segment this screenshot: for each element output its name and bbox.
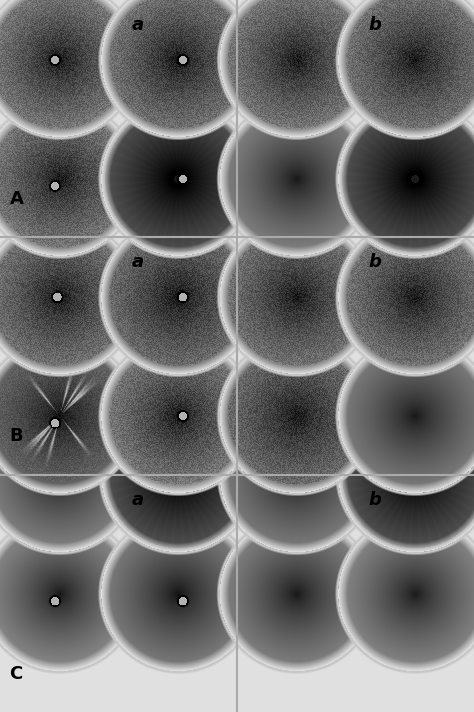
Text: C: C xyxy=(9,664,23,683)
Text: a: a xyxy=(131,16,144,34)
Text: a: a xyxy=(131,491,144,509)
Text: B: B xyxy=(9,427,23,446)
Text: b: b xyxy=(368,16,381,34)
Text: b: b xyxy=(368,491,381,509)
Text: a: a xyxy=(131,253,144,271)
Text: A: A xyxy=(9,190,23,209)
Text: b: b xyxy=(368,253,381,271)
